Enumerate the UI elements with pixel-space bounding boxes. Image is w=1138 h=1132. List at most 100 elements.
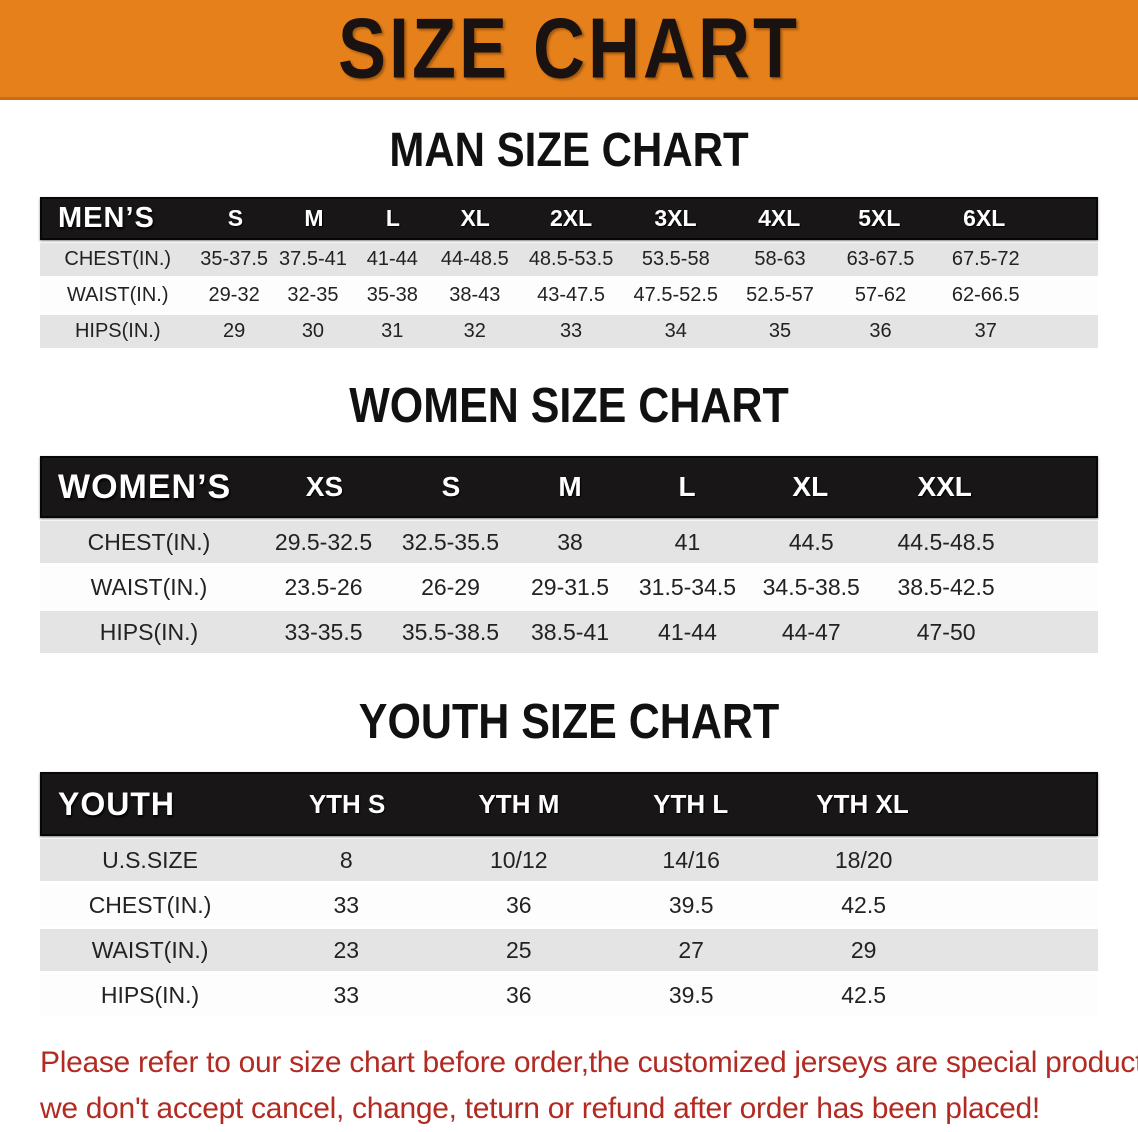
size-column-header: L — [678, 471, 696, 502]
size-value: 67.5-72 — [951, 248, 1020, 270]
size-value: 35 — [768, 320, 792, 342]
youth-table-header-row: YOUTH YTH S YTH M YTH L YTH XL — [40, 772, 1098, 836]
size-value: 41 — [674, 528, 701, 555]
size-value: 26-29 — [421, 573, 480, 600]
table-row: WAIST(IN.) 29-32 32-35 35-38 38-43 43-47.5 47.… — [40, 279, 1098, 312]
size-column-header: 5XL — [858, 205, 901, 231]
size-value: 42.5 — [841, 891, 887, 918]
size-value: 58-63 — [754, 248, 806, 270]
size-column-header: XXL — [917, 471, 972, 502]
size-value: 31 — [381, 320, 404, 342]
size-value: 35.5-38.5 — [401, 618, 500, 645]
youth-size-section: YOUTH SIZE CHART YOUTH YTH S YTH M YTH L YTH… — [0, 694, 1138, 1016]
table-row: U.S.SIZE 8 10/12 14/16 18/20 — [40, 839, 1098, 881]
size-value: 38 — [557, 528, 583, 555]
size-value: 29 — [223, 320, 246, 342]
row-label: CHEST(IN.) — [87, 528, 211, 555]
size-value: 52.5-57 — [746, 284, 814, 306]
size-value: 39.5 — [668, 891, 714, 918]
men-size-section: MAN SIZE CHART MEN’S S M L XL 2XL 3XL 4XL 5XL 6XL… — [0, 122, 1138, 348]
men-size-table: MEN’S S M L XL 2XL 3XL 4XL 5XL 6XL CHEST(IN.) 35-3… — [40, 197, 1098, 348]
size-value: 37.5-41 — [279, 248, 347, 270]
women-table-header-row: WOMEN’S XS S M L XL XXL — [40, 456, 1098, 518]
size-value: 27 — [678, 936, 704, 963]
size-value: 41-44 — [658, 618, 717, 645]
size-value: 23 — [333, 936, 360, 963]
size-value: 36 — [505, 981, 532, 1008]
size-value: 33 — [333, 981, 360, 1008]
size-value: 62-66.5 — [951, 284, 1020, 306]
size-value: 35-37.5 — [200, 248, 269, 270]
size-value: 44.5-48.5 — [897, 528, 995, 555]
size-value: 39.5 — [668, 981, 714, 1008]
women-section-title: WOMEN SIZE CHART — [349, 378, 789, 434]
size-column-header: XL — [792, 471, 829, 502]
table-row: HIPS(IN.) 29 30 31 32 33 34 35 36 37 — [40, 315, 1098, 348]
table-row: CHEST(IN.) 29.5-32.5 32.5-35.5 38 41 44.5 44.5… — [40, 521, 1098, 563]
size-value: 32.5-35.5 — [401, 528, 500, 555]
table-row: WAIST(IN.) 23.5-26 26-29 29-31.5 31.5-34.5 34… — [40, 566, 1098, 608]
table-row: CHEST(IN.) 35-37.5 37.5-41 41-44 44-48.5 48.5… — [40, 243, 1098, 276]
row-label: WAIST(IN.) — [67, 284, 169, 306]
size-value: 48.5-53.5 — [528, 248, 614, 270]
table-header-label: YOUTH — [58, 785, 175, 822]
size-value: 31.5-34.5 — [638, 573, 737, 600]
size-value: 37 — [974, 320, 997, 342]
size-column-header: YTH XL — [816, 788, 909, 819]
size-value: 10/12 — [489, 846, 548, 873]
size-column-header: YTH S — [308, 788, 386, 819]
size-value: 29 — [850, 936, 877, 963]
table-header-label: MEN’S — [58, 202, 155, 234]
table-header-label: WOMEN’S — [58, 467, 232, 506]
table-row: CHEST(IN.) 33 36 39.5 42.5 — [40, 884, 1098, 926]
size-column-header: S — [227, 205, 244, 231]
disclaimer-line-1: Please refer to our size chart before or… — [40, 1046, 1138, 1079]
table-row: HIPS(IN.) 33-35.5 35.5-38.5 38.5-41 41-44 44-… — [40, 611, 1098, 653]
size-value: 38.5-41 — [531, 618, 610, 645]
women-size-section: WOMEN SIZE CHART WOMEN’S XS S M L XL XXL CHEST… — [0, 378, 1138, 653]
size-value: 29-31.5 — [531, 573, 610, 600]
size-column-header: 4XL — [758, 205, 801, 231]
size-column-header: 6XL — [963, 205, 1006, 231]
size-column-header: YTH L — [653, 788, 729, 819]
women-size-table: WOMEN’S XS S M L XL XXL CHEST(IN.) 29.5-32.5 32.… — [40, 456, 1098, 653]
banner-title: SIZE CHART — [338, 1, 800, 96]
size-value: 44.5 — [788, 528, 834, 555]
size-value: 23.5-26 — [284, 573, 363, 600]
size-value: 38.5-42.5 — [897, 573, 995, 600]
size-value: 8 — [339, 846, 353, 873]
men-section-title: MAN SIZE CHART — [389, 122, 749, 177]
size-value: 33 — [559, 320, 583, 342]
size-column-header: 3XL — [654, 205, 697, 231]
size-value: 30 — [301, 320, 325, 342]
size-value: 29.5-32.5 — [274, 528, 373, 555]
size-value: 14/16 — [662, 846, 720, 873]
size-value: 53.5-58 — [641, 248, 710, 270]
size-column-header: S — [441, 471, 461, 502]
disclaimer-line-2: we don't accept cancel, change, teturn o… — [40, 1092, 1040, 1125]
size-value: 36 — [869, 320, 892, 342]
disclaimer: Please refer to our size chart before or… — [40, 1040, 1138, 1132]
row-label: WAIST(IN.) — [91, 936, 209, 963]
size-value: 57-62 — [854, 284, 907, 306]
size-value: 33-35.5 — [284, 618, 363, 645]
size-column-header: M — [304, 205, 324, 231]
row-label: U.S.SIZE — [102, 846, 198, 873]
size-value: 43-47.5 — [537, 284, 605, 306]
size-value: 47.5-52.5 — [633, 284, 719, 306]
size-value: 35-38 — [366, 284, 418, 306]
size-value: 38-43 — [449, 284, 501, 306]
size-value: 25 — [505, 936, 532, 963]
size-value: 29-32 — [208, 284, 260, 306]
size-column-header: L — [385, 205, 400, 231]
size-value: 33 — [333, 891, 360, 918]
size-column-header: XS — [305, 471, 344, 502]
row-label: CHEST(IN.) — [64, 248, 172, 270]
row-label: HIPS(IN.) — [99, 618, 199, 645]
size-column-header: YTH M — [478, 788, 560, 819]
size-value: 32-35 — [287, 284, 339, 306]
table-row: HIPS(IN.) 33 36 39.5 42.5 — [40, 974, 1098, 1016]
size-value: 18/20 — [834, 846, 893, 873]
size-value: 32 — [463, 320, 486, 342]
